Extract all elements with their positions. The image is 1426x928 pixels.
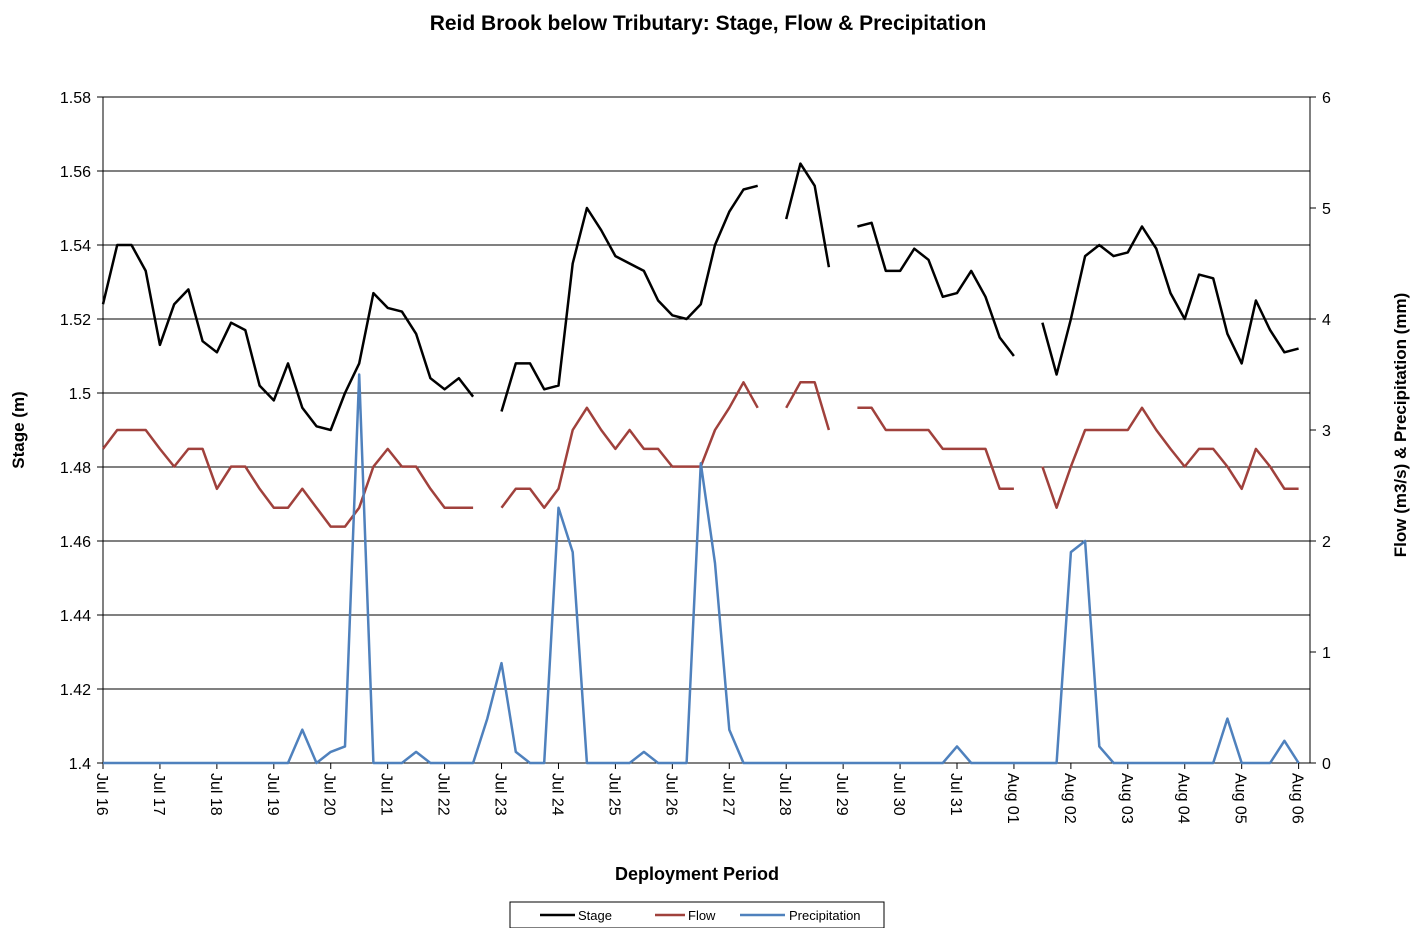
x-tick-label: Jul 21 — [378, 773, 395, 816]
y2-tick-label: 4 — [1322, 312, 1331, 329]
chart-title: Reid Brook below Tributary: Stage, Flow … — [430, 12, 987, 35]
x-tick-label: Aug 01 — [1004, 773, 1021, 824]
x-tick-label: Aug 05 — [1232, 773, 1249, 824]
y-tick-label: 1.58 — [60, 90, 91, 107]
legend-label: Stage — [578, 908, 612, 923]
x-tick-label: Jul 28 — [776, 773, 793, 816]
legend-label: Flow — [688, 908, 716, 923]
x-tick-label: Jul 24 — [548, 773, 565, 816]
x-tick-label: Jul 27 — [719, 773, 736, 816]
x-tick-label: Jul 20 — [321, 773, 338, 816]
y-tick-label: 1.4 — [69, 756, 91, 773]
y2-tick-label: 3 — [1322, 423, 1331, 440]
series-line — [103, 373, 1300, 765]
y-tick-label: 1.56 — [60, 164, 91, 181]
y2-tick-label: 0 — [1322, 756, 1331, 773]
series-line — [102, 381, 1299, 528]
y-tick-label: 1.48 — [60, 460, 91, 477]
x-tick-label: Aug 06 — [1289, 773, 1306, 824]
x-tick-label: Jul 19 — [264, 773, 281, 816]
y2-axis-title: Flow (m3/s) & Precipitation (mm) — [1391, 293, 1410, 557]
y2-tick-label: 1 — [1322, 645, 1331, 662]
y-tick-label: 1.52 — [60, 312, 91, 329]
y-tick-label: 1.5 — [69, 386, 91, 403]
y-tick-label: 1.42 — [60, 682, 91, 699]
y-tick-label: 1.44 — [60, 608, 91, 625]
x-tick-label: Jul 22 — [435, 773, 452, 816]
x-tick-label: Jul 26 — [662, 773, 679, 816]
y2-tick-label: 2 — [1322, 534, 1331, 551]
x-tick-label: Jul 18 — [207, 773, 224, 816]
x-tick-label: Aug 04 — [1175, 773, 1192, 824]
legend-label: Precipitation — [789, 908, 861, 923]
series-line — [101, 162, 1299, 432]
y-tick-label: 1.54 — [60, 238, 91, 255]
y2-tick-label: 5 — [1322, 201, 1331, 218]
x-tick-label: Aug 02 — [1061, 773, 1078, 824]
x-tick-label: Jul 30 — [890, 773, 907, 816]
x-tick-label: Jul 29 — [833, 773, 850, 816]
y-tick-label: 1.46 — [60, 534, 91, 551]
y-axis-title: Stage (m) — [9, 391, 28, 468]
x-tick-label: Jul 23 — [492, 773, 509, 816]
x-tick-label: Jul 17 — [150, 773, 167, 816]
x-axis-title: Deployment Period — [615, 864, 779, 884]
x-tick-label: Jul 31 — [947, 773, 964, 816]
x-tick-label: Aug 03 — [1118, 773, 1135, 824]
x-tick-label: Jul 16 — [93, 773, 110, 816]
y2-tick-label: 6 — [1322, 90, 1331, 107]
x-tick-label: Jul 25 — [605, 773, 622, 816]
